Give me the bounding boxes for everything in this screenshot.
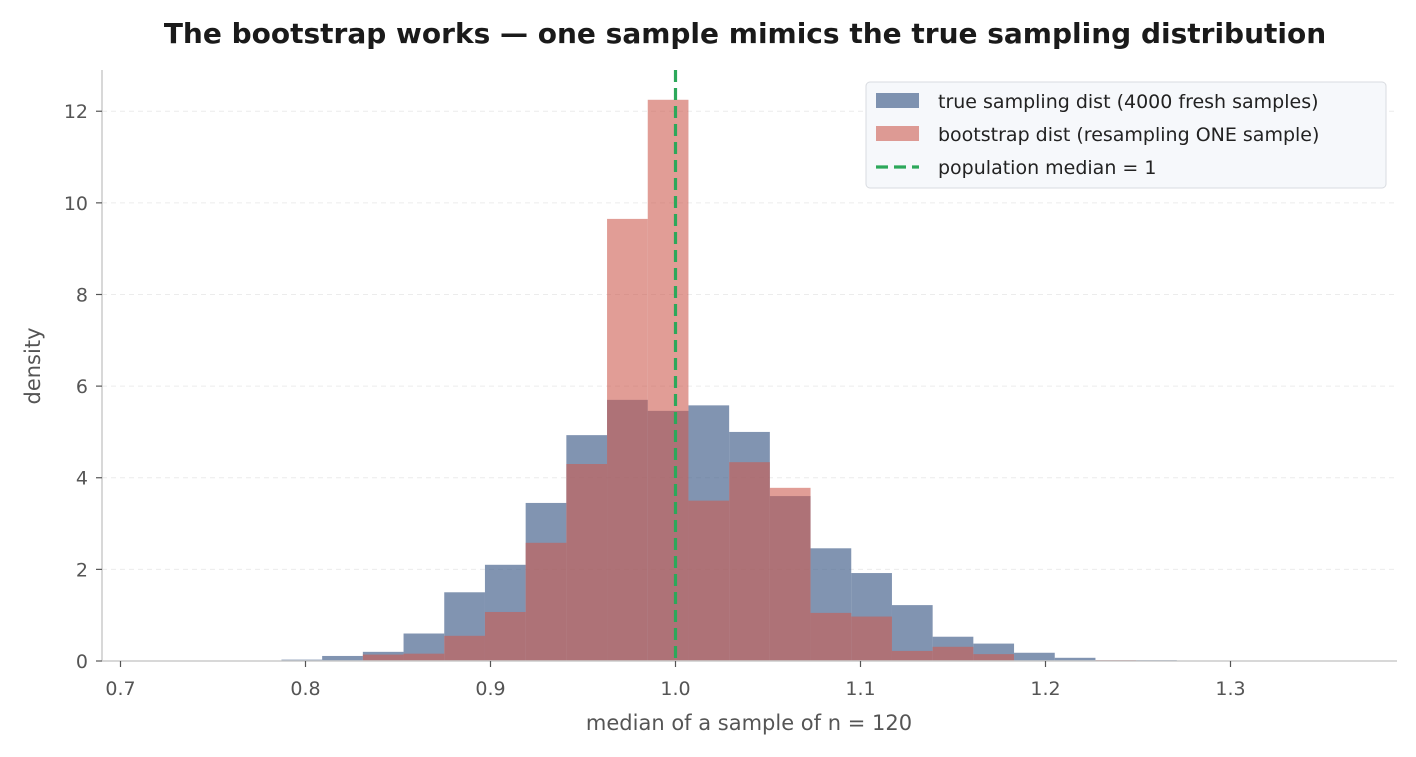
bar: [484, 611, 526, 661]
legend-label: bootstrap dist (resampling ONE sample): [938, 124, 1319, 146]
bar: [403, 653, 445, 661]
bar: [769, 487, 811, 661]
y-tick-label: 2: [76, 559, 88, 581]
bar: [322, 655, 363, 661]
y-axis-label: density: [21, 328, 45, 405]
bar: [525, 542, 567, 661]
bar: [688, 500, 730, 661]
y-tick-label: 6: [76, 376, 88, 398]
bar: [973, 654, 1015, 661]
bar: [647, 99, 689, 662]
x-tick-label: 1.1: [845, 678, 875, 700]
legend-item: bootstrap dist (resampling ONE sample): [876, 124, 1319, 146]
bar: [729, 462, 770, 661]
x-axis-label: median of a sample of n = 120: [586, 711, 912, 735]
histogram-bars: [281, 99, 1177, 662]
series-1: [362, 99, 1137, 662]
legend-swatch: [876, 93, 919, 108]
chart-title: The bootstrap works — one sample mimics …: [164, 17, 1326, 50]
legend-item: population median = 1: [876, 157, 1156, 179]
bar: [851, 616, 892, 661]
x-tick-label: 0.7: [105, 678, 135, 700]
legend-box: [865, 81, 1387, 189]
legend-item: true sampling dist (4000 fresh samples): [876, 91, 1319, 113]
bar: [1054, 657, 1096, 661]
bar: [1014, 652, 1055, 661]
x-tick-label: 1.2: [1030, 678, 1060, 700]
axes: [101, 70, 1397, 662]
legend: true sampling dist (4000 fresh samples) b…: [865, 81, 1387, 189]
y-tick-label: 10: [64, 193, 88, 215]
bar: [891, 650, 933, 661]
y-tick-label: 4: [76, 468, 88, 490]
tick-labels: 0.7 0.8 0.9 1.0 1.1 1.2 1.3 0 2 4 6 8 10 12: [64, 101, 1246, 700]
legend-label: population median = 1: [938, 157, 1156, 179]
bar: [932, 646, 974, 661]
x-tick-label: 0.9: [475, 678, 505, 700]
bar: [566, 464, 608, 661]
x-tick-label: 1.0: [660, 678, 690, 700]
legend-label: true sampling dist (4000 fresh samples): [938, 91, 1319, 113]
x-tick-label: 0.8: [290, 678, 320, 700]
bar: [607, 218, 648, 661]
y-tick-label: 8: [76, 284, 88, 306]
x-tick-label: 1.3: [1215, 678, 1245, 700]
y-tick-label: 0: [76, 651, 88, 673]
y-tick-label: 12: [64, 101, 88, 123]
bar: [444, 635, 485, 661]
bar: [810, 612, 852, 661]
legend-swatch: [876, 126, 919, 141]
bar: [362, 654, 404, 661]
